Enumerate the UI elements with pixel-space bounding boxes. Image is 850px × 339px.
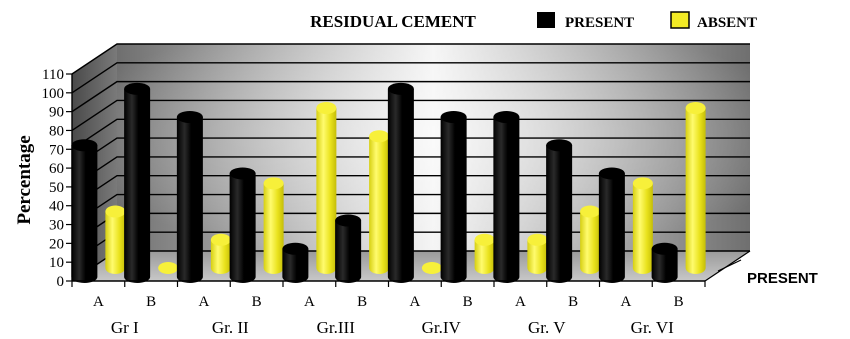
group-label: Gr. II <box>212 318 249 337</box>
group-label: Gr I <box>111 318 139 337</box>
bar-present <box>335 214 362 283</box>
gridline <box>71 99 750 132</box>
bar-present <box>229 167 256 283</box>
y-tick-label: 50 <box>49 180 64 196</box>
x-tick-label: B <box>252 294 262 310</box>
y-tick-label: 40 <box>49 199 64 215</box>
bar-present <box>546 139 573 283</box>
y-axis-ticks: 0 10 20 30 40 50 60 70 80 90 100 110 <box>42 67 72 290</box>
chart-title: RESIDUAL CEMENT <box>310 12 476 31</box>
x-tick-label: B <box>146 294 156 310</box>
legend-label-absent: ABSENT <box>697 15 757 31</box>
y-tick-label: 0 <box>57 274 65 290</box>
legend-swatch-present <box>537 12 555 28</box>
bar-present <box>282 242 309 283</box>
bar-present <box>651 242 678 283</box>
bar-present <box>176 111 203 283</box>
bar-absent <box>158 262 179 274</box>
gridline <box>71 80 750 113</box>
depth-tick <box>717 259 742 272</box>
x-tick-label: A <box>93 294 104 310</box>
y-tick-label: 100 <box>42 86 65 102</box>
gridline <box>71 118 750 150</box>
legend-label-present: PRESENT <box>565 15 634 31</box>
bar-absent <box>210 233 231 274</box>
y-axis-label: Percentage <box>14 135 35 224</box>
y-tick-label: 20 <box>49 236 64 252</box>
bar-absent <box>527 233 548 274</box>
y-tick-label: 70 <box>49 142 64 158</box>
gridline <box>71 43 750 75</box>
bar-absent <box>632 177 653 274</box>
x-tick-label: A <box>409 294 420 310</box>
legend-swatch-absent <box>670 11 690 29</box>
present-series <box>71 82 678 284</box>
gridline <box>71 62 750 94</box>
bar-absent <box>105 205 126 274</box>
x-tick-label: B <box>357 294 367 310</box>
bar-absent <box>580 205 601 274</box>
bar-absent <box>474 233 495 274</box>
x-tick-label: A <box>620 294 631 310</box>
y-tick-label: 110 <box>42 67 64 83</box>
y-tick-label: 30 <box>49 218 64 234</box>
bar-present <box>598 167 625 283</box>
legend: PRESENT ABSENT <box>537 11 757 31</box>
back-wall-glow <box>117 44 750 251</box>
x-tick-label: A <box>515 294 526 310</box>
bar-absent <box>263 177 284 274</box>
bar-present <box>71 139 98 283</box>
bar-absent <box>685 102 706 274</box>
bar-present <box>387 82 414 284</box>
bar-absent <box>369 130 390 274</box>
y-tick-label: 80 <box>49 123 64 139</box>
group-label: Gr. V <box>528 318 566 337</box>
group-labels: Gr I Gr. II Gr.III Gr.IV Gr. V Gr. VI <box>111 318 674 337</box>
y-tick-label: 60 <box>49 161 64 177</box>
bar-absent <box>421 262 442 274</box>
x-tick-label: B <box>674 294 684 310</box>
x-tick-label: A <box>198 294 209 310</box>
chart-walls <box>72 44 750 281</box>
group-label: Gr. VI <box>631 318 674 337</box>
bar-present <box>440 111 467 283</box>
y-tick-label: 10 <box>49 255 64 271</box>
x-tick-label: B <box>463 294 473 310</box>
x-tick-label: A <box>304 294 315 310</box>
y-tick-label: 90 <box>49 105 64 121</box>
bar-present <box>124 82 151 284</box>
bar-present <box>493 111 520 283</box>
depth-axis-label: PRESENT <box>747 270 818 287</box>
absent-series <box>105 102 706 274</box>
bar-absent <box>316 102 337 274</box>
group-label: Gr.III <box>317 318 356 337</box>
x-tick-label: B <box>568 294 578 310</box>
group-label: Gr.IV <box>422 318 462 337</box>
